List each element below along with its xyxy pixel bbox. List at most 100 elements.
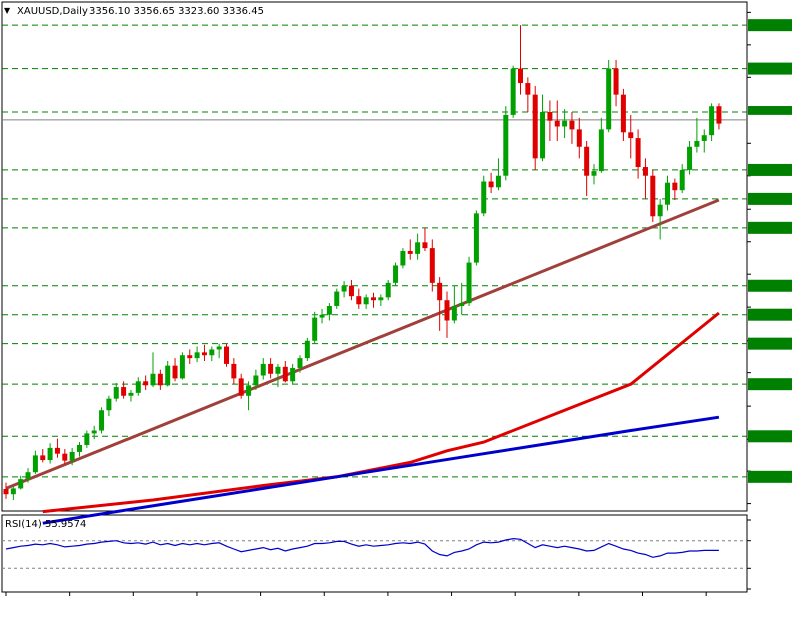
candle-body: [407, 250, 413, 254]
candle-body: [238, 378, 244, 396]
candle-body: [334, 291, 340, 307]
candle-body: [598, 129, 604, 172]
header-arrow: ▼: [4, 6, 11, 15]
candle-body: [319, 314, 325, 318]
candle-body: [503, 114, 509, 176]
candle-body: [385, 282, 391, 298]
candle-body: [679, 169, 685, 191]
main-pane: [1, 1, 748, 593]
candle-body: [150, 373, 156, 386]
candle-body: [532, 94, 538, 159]
candle-body: [18, 479, 24, 489]
candle-body: [32, 455, 38, 473]
candle-body: [694, 140, 700, 147]
candle-body: [282, 366, 288, 382]
candle-body: [268, 363, 274, 374]
symbol-title: XAUUSD,Daily: [17, 6, 88, 17]
candle-body: [473, 213, 479, 263]
candle-body: [84, 433, 90, 445]
candle-body: [650, 175, 656, 217]
candle-body: [135, 381, 141, 393]
candle-body: [657, 204, 663, 217]
candle-body: [569, 120, 575, 130]
candle-body: [701, 135, 707, 141]
candle-body: [275, 366, 281, 374]
candle-body: [10, 488, 16, 495]
candle-body: [121, 387, 127, 396]
candle-body: [25, 472, 31, 480]
candle-body: [393, 265, 399, 283]
x-axis: [5, 592, 707, 596]
candle-body: [562, 120, 568, 127]
candle-body: [290, 367, 296, 382]
rsi-line: [5, 537, 719, 558]
candle-body: [466, 262, 472, 304]
rsi-title: RSI(14) 55.9574: [5, 519, 86, 530]
candle-body: [363, 297, 369, 305]
current-price-bg: [748, 114, 792, 126]
candle-body: [224, 346, 229, 364]
candle-body: [62, 453, 68, 461]
candle-body: [99, 410, 105, 431]
candle-body: [91, 430, 97, 434]
level-label-bg: [748, 192, 792, 205]
candle-body: [3, 488, 9, 495]
candle-body: [106, 398, 112, 411]
candle-body: [356, 296, 362, 305]
candle-body: [687, 146, 693, 170]
candle-body: [216, 346, 222, 350]
candle-body: [209, 349, 215, 356]
level-label-bg: [748, 378, 792, 391]
candle-body: [77, 444, 82, 452]
moving-average-blue: [42, 415, 720, 525]
candle-body: [69, 451, 75, 461]
candle-body: [143, 381, 149, 386]
candle-body: [201, 352, 207, 356]
candle-body: [547, 112, 553, 121]
candle-body: [194, 352, 200, 359]
level-label-bg: [748, 279, 792, 292]
candle-body: [113, 387, 119, 399]
candle-body: [429, 248, 435, 283]
rsi-pane-frame: [1, 514, 748, 593]
candle-body: [642, 167, 648, 176]
main-pane-frame: [1, 1, 748, 512]
candle-body: [47, 447, 53, 461]
level-label-bg: [748, 430, 792, 443]
candle-body: [260, 363, 266, 376]
level-label-bg: [748, 308, 792, 321]
candle-body: [415, 242, 421, 254]
candle-body: [540, 112, 546, 159]
level-label-bg: [748, 221, 792, 234]
ma-layer: [5, 198, 720, 525]
candle-body: [187, 355, 193, 359]
candle-body: [518, 68, 523, 84]
candle-body: [231, 363, 237, 379]
candle-body: [54, 447, 60, 454]
candle-body: [584, 146, 590, 176]
candle-body: [495, 175, 501, 188]
candle-body: [304, 340, 310, 359]
level-label-bg: [748, 19, 792, 32]
candle-body: [628, 132, 634, 139]
candle-body: [444, 300, 450, 321]
candle-body: [606, 68, 612, 130]
candle-body: [341, 285, 347, 292]
candle-body: [665, 182, 670, 205]
candle-body: [459, 303, 465, 307]
candle-body: [709, 106, 715, 136]
candle-body: [576, 129, 582, 147]
candle-body: [128, 392, 134, 396]
candle-body: [635, 138, 641, 168]
candle-body: [246, 385, 252, 396]
candle-body: [172, 365, 178, 379]
level-label-bg: [748, 337, 792, 350]
candle-body: [525, 83, 531, 95]
candle-body: [179, 355, 185, 379]
level-label-bg: [748, 470, 792, 483]
candle-body: [591, 171, 597, 176]
candle-body: [451, 306, 457, 321]
candle-body: [371, 297, 376, 301]
